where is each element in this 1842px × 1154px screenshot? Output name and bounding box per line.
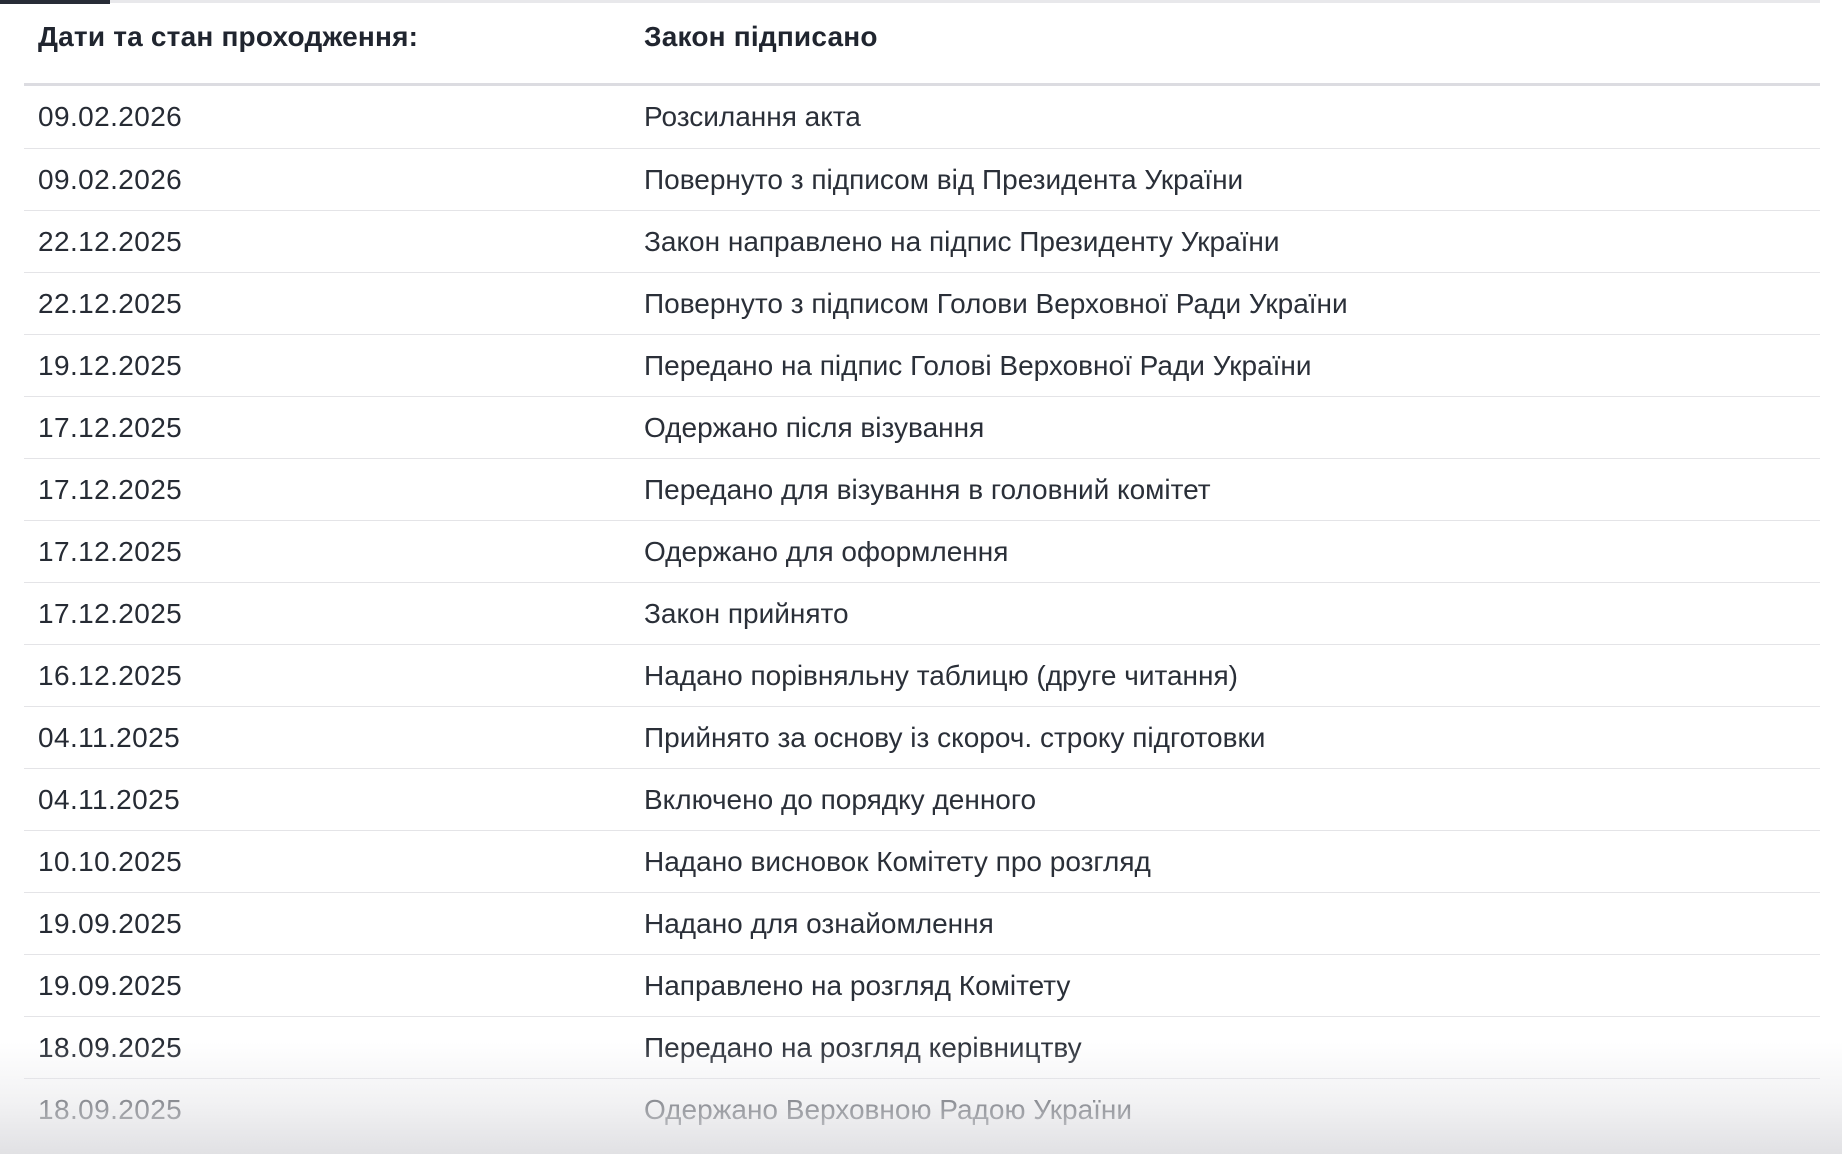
date-cell: 09.02.2026 — [38, 163, 183, 195]
table-row: 22.12.2025 Закон направлено на підпис Пре… — [24, 210, 1820, 272]
status-cell: Передано для візування в головний коміте… — [644, 473, 1211, 505]
table-row: 19.09.2025 Надано для ознайомлення — [24, 892, 1820, 954]
table-row: 17.12.2025 Одержано після візування — [24, 396, 1820, 458]
bill-passage-table: Дати та стан проходження: Закон підписан… — [24, 3, 1820, 1140]
table-row: 19.12.2025 Передано на підпис Голові Верх… — [24, 334, 1820, 396]
table-row: 22.12.2025 Повернуто з підписом Голови Ве… — [24, 272, 1820, 334]
status-cell: Повернуто з підписом від Президента Укра… — [644, 163, 1244, 195]
status-cell: Закон прийнято — [644, 597, 849, 629]
table-row: 18.09.2025 Одержано Верховною Радою Украї… — [24, 1078, 1820, 1140]
date-cell: 09.02.2026 — [38, 101, 183, 132]
table-row: 16.12.2025 Надано порівняльну таблицю (др… — [24, 644, 1820, 706]
header-separator — [24, 83, 1820, 86]
date-cell: 16.12.2025 — [38, 659, 183, 691]
active-tab-underline-fragment — [0, 0, 110, 4]
date-cell: 17.12.2025 — [38, 597, 183, 629]
tabstrip-bottom-border — [0, 0, 1820, 3]
status-cell: Включено до порядку денного — [644, 783, 1037, 815]
date-cell: 18.09.2025 — [38, 1031, 183, 1063]
header-law-signed: Закон підписано — [644, 21, 878, 52]
table-row: 18.09.2025 Передано на розгляд керівництв… — [24, 1016, 1820, 1078]
status-cell: Закон направлено на підпис Президенту Ук… — [644, 225, 1280, 257]
table-row: 17.12.2025 Передано для візування в голов… — [24, 458, 1820, 520]
date-cell: 22.12.2025 — [38, 287, 183, 319]
table-row: 04.11.2025 Включено до порядку денного — [24, 768, 1820, 830]
status-cell: Розсилання акта — [644, 101, 861, 132]
status-cell: Одержано Верховною Радою України — [644, 1093, 1133, 1125]
date-cell: 18.09.2025 — [38, 1093, 183, 1125]
table-row: 17.12.2025 Одержано для оформлення — [24, 520, 1820, 582]
date-cell: 19.09.2025 — [38, 907, 183, 939]
status-cell: Прийнято за основу із скороч. строку під… — [644, 721, 1266, 753]
status-cell: Направлено на розгляд Комітету — [644, 969, 1071, 1001]
table-row: 09.02.2026 Розсилання акта — [24, 86, 1820, 148]
date-cell: 22.12.2025 — [38, 225, 183, 257]
table-row: 19.09.2025 Направлено на розгляд Комітету — [24, 954, 1820, 1016]
table-row: 17.12.2025 Закон прийнято — [24, 582, 1820, 644]
table-row: 04.11.2025 Прийнято за основу із скороч. … — [24, 706, 1820, 768]
date-cell: 04.11.2025 — [38, 721, 181, 753]
status-cell: Одержано для оформлення — [644, 535, 1009, 567]
date-cell: 17.12.2025 — [38, 535, 183, 567]
date-cell: 10.10.2025 — [38, 845, 183, 877]
table-row: 09.02.2026 Повернуто з підписом від Прези… — [24, 148, 1820, 210]
status-cell: Надано для ознайомлення — [644, 907, 994, 939]
date-cell: 17.12.2025 — [38, 411, 183, 443]
table-row: 10.10.2025 Надано висновок Комітету про р… — [24, 830, 1820, 892]
header-dates-status: Дати та стан проходження: — [38, 21, 419, 52]
date-cell: 19.12.2025 — [38, 349, 183, 381]
status-cell: Надано висновок Комітету про розгляд — [644, 845, 1151, 877]
status-cell: Надано порівняльну таблицю (друге читанн… — [644, 659, 1238, 691]
table-body: 09.02.2026 Розсилання акта 09.02.2026 Повер… — [24, 86, 1820, 1140]
status-cell: Передано на розгляд керівництву — [644, 1031, 1082, 1063]
date-cell: 17.12.2025 — [38, 473, 183, 505]
date-cell: 04.11.2025 — [38, 783, 181, 815]
status-cell: Передано на підпис Голові Верховної Ради… — [644, 349, 1312, 381]
status-cell: Повернуто з підписом Голови Верховної Ра… — [644, 287, 1348, 319]
status-cell: Одержано після візування — [644, 411, 985, 443]
date-cell: 19.09.2025 — [38, 969, 183, 1001]
table-header-row: Дати та стан проходження: Закон підписан… — [24, 3, 1820, 83]
